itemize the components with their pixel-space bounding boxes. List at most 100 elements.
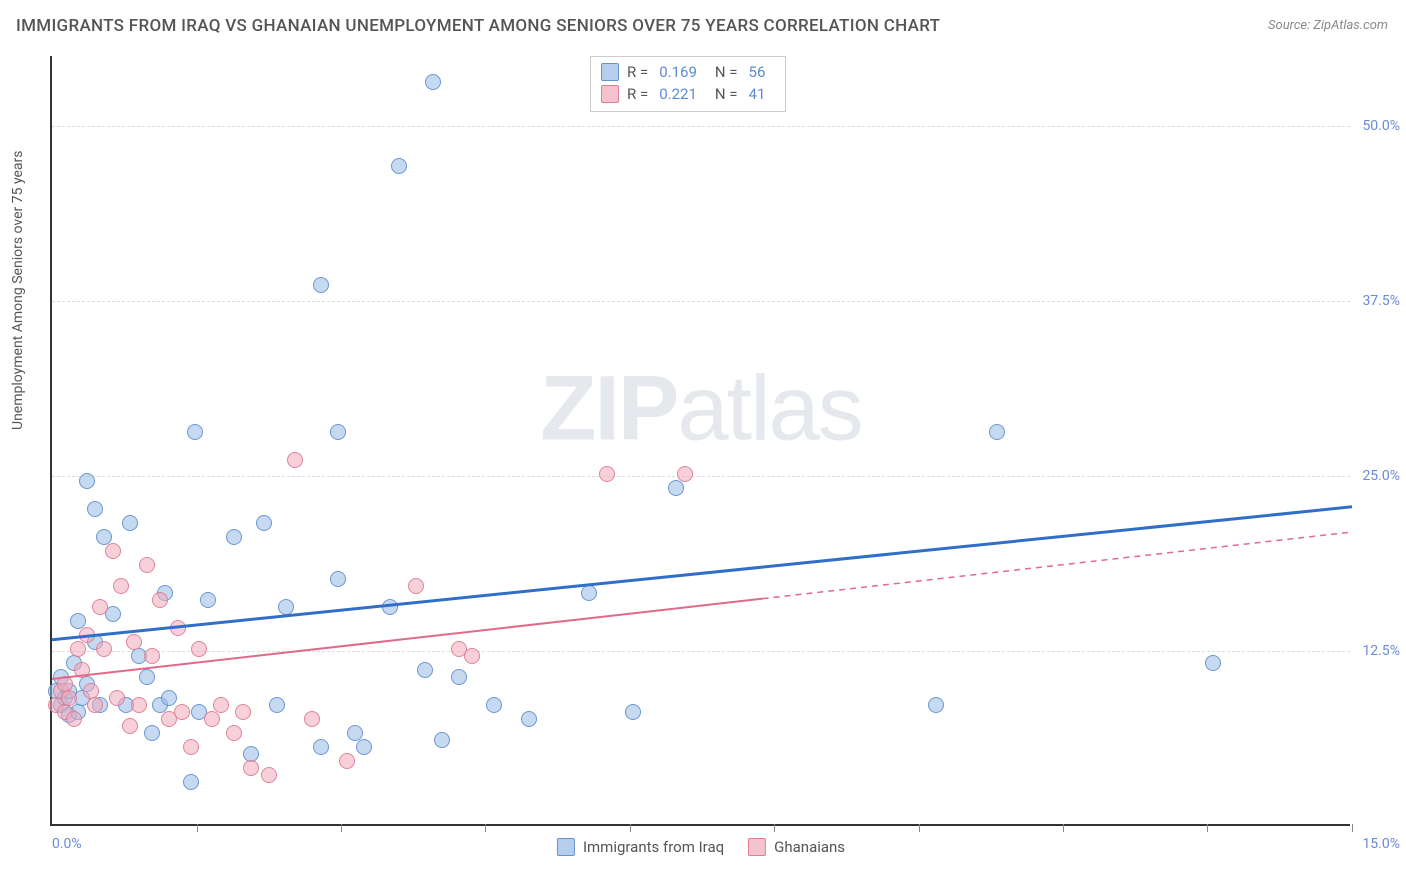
data-point-iraq — [356, 739, 372, 755]
data-point-iraq — [417, 662, 433, 678]
data-point-iraq — [521, 711, 537, 727]
x-tick — [630, 824, 631, 832]
data-point-iraq — [200, 592, 216, 608]
data-point-iraq — [989, 424, 1005, 440]
correlation-legend: R = 0.169 N = 56 R = 0.221 N = 41 — [590, 56, 786, 112]
y-tick-label: 25.0% — [1362, 468, 1400, 484]
legend-r-label: R = — [627, 83, 648, 105]
data-point-iraq — [139, 669, 155, 685]
legend-item-iraq: Immigrants from Iraq — [557, 838, 724, 856]
data-point-ghana — [113, 578, 129, 594]
data-point-iraq — [122, 515, 138, 531]
data-point-iraq — [330, 571, 346, 587]
data-point-ghana — [92, 599, 108, 615]
data-point-ghana — [261, 767, 277, 783]
data-point-ghana — [287, 452, 303, 468]
legend-n-label: N = — [715, 83, 738, 105]
data-point-iraq — [161, 690, 177, 706]
legend-r-value-ghana: 0.221 — [659, 83, 697, 105]
x-tick — [1352, 824, 1353, 832]
x-tick — [1207, 824, 1208, 832]
watermark: ZIPatlas — [540, 357, 861, 462]
legend-label-ghana: Ghanaians — [774, 838, 845, 856]
legend-item-ghana: Ghanaians — [748, 838, 845, 856]
data-point-ghana — [79, 627, 95, 643]
legend-n-value-iraq: 56 — [749, 61, 766, 83]
watermark-atlas: atlas — [677, 358, 861, 460]
chart-container: IMMIGRANTS FROM IRAQ VS GHANAIAN UNEMPLO… — [0, 0, 1406, 892]
data-point-ghana — [122, 718, 138, 734]
data-point-ghana — [204, 711, 220, 727]
gridline — [52, 301, 1350, 302]
y-tick-label: 50.0% — [1362, 118, 1400, 134]
data-point-ghana — [70, 641, 86, 657]
data-point-iraq — [278, 599, 294, 615]
y-tick-label: 37.5% — [1362, 293, 1400, 309]
swatch-pink-icon — [748, 838, 766, 856]
data-point-ghana — [174, 704, 190, 720]
y-axis-label: Unemployment Among Seniors over 75 years — [10, 151, 26, 431]
data-point-ghana — [677, 466, 693, 482]
data-point-ghana — [126, 634, 142, 650]
data-point-iraq — [313, 277, 329, 293]
data-point-ghana — [235, 704, 251, 720]
data-point-iraq — [187, 424, 203, 440]
gridline — [52, 651, 1350, 652]
data-point-ghana — [191, 641, 207, 657]
data-point-ghana — [304, 711, 320, 727]
data-point-ghana — [87, 697, 103, 713]
data-point-iraq — [625, 704, 641, 720]
y-tick-label: 12.5% — [1362, 643, 1400, 659]
watermark-zip: ZIP — [540, 358, 677, 460]
chart-title: IMMIGRANTS FROM IRAQ VS GHANAIAN UNEMPLO… — [16, 16, 940, 36]
data-point-iraq — [391, 158, 407, 174]
plot-area: ZIPatlas R = 0.169 N = 56 R = 0.221 N = … — [50, 56, 1350, 826]
data-point-iraq — [425, 74, 441, 90]
legend-r-label: R = — [627, 61, 648, 83]
data-point-iraq — [928, 697, 944, 713]
data-point-ghana — [152, 592, 168, 608]
legend-n-label: N = — [715, 61, 738, 83]
data-point-iraq — [486, 697, 502, 713]
data-point-ghana — [139, 557, 155, 573]
data-point-ghana — [599, 466, 615, 482]
trendline-extrapolated-ghana — [763, 532, 1352, 599]
data-point-iraq — [269, 697, 285, 713]
swatch-pink-icon — [601, 85, 619, 103]
x-axis-max-label: 15.0% — [1362, 836, 1400, 852]
data-point-ghana — [408, 578, 424, 594]
trendline-iraq — [52, 507, 1352, 640]
data-point-ghana — [66, 711, 82, 727]
data-point-iraq — [313, 739, 329, 755]
data-point-iraq — [451, 669, 467, 685]
data-point-ghana — [131, 697, 147, 713]
x-tick — [341, 824, 342, 832]
x-tick — [919, 824, 920, 832]
gridline — [52, 126, 1350, 127]
x-tick — [1063, 824, 1064, 832]
data-point-ghana — [464, 648, 480, 664]
data-point-ghana — [105, 543, 121, 559]
data-point-ghana — [109, 690, 125, 706]
legend-row-ghana: R = 0.221 N = 41 — [601, 83, 775, 105]
series-legend: Immigrants from Iraq Ghanaians — [557, 838, 845, 856]
data-point-ghana — [96, 641, 112, 657]
data-point-iraq — [581, 585, 597, 601]
data-point-ghana — [183, 739, 199, 755]
data-point-iraq — [144, 725, 160, 741]
data-point-ghana — [74, 662, 90, 678]
swatch-blue-icon — [557, 838, 575, 856]
legend-r-value-iraq: 0.169 — [659, 61, 697, 83]
legend-row-iraq: R = 0.169 N = 56 — [601, 61, 775, 83]
trendline-ghana — [52, 599, 763, 679]
source-attribution: Source: ZipAtlas.com — [1268, 18, 1388, 33]
data-point-iraq — [434, 732, 450, 748]
gridline — [52, 476, 1350, 477]
data-point-iraq — [668, 480, 684, 496]
x-axis-min-label: 0.0% — [52, 836, 82, 852]
data-point-ghana — [144, 648, 160, 664]
data-point-ghana — [339, 753, 355, 769]
data-point-iraq — [330, 424, 346, 440]
data-point-ghana — [226, 725, 242, 741]
data-point-iraq — [382, 599, 398, 615]
